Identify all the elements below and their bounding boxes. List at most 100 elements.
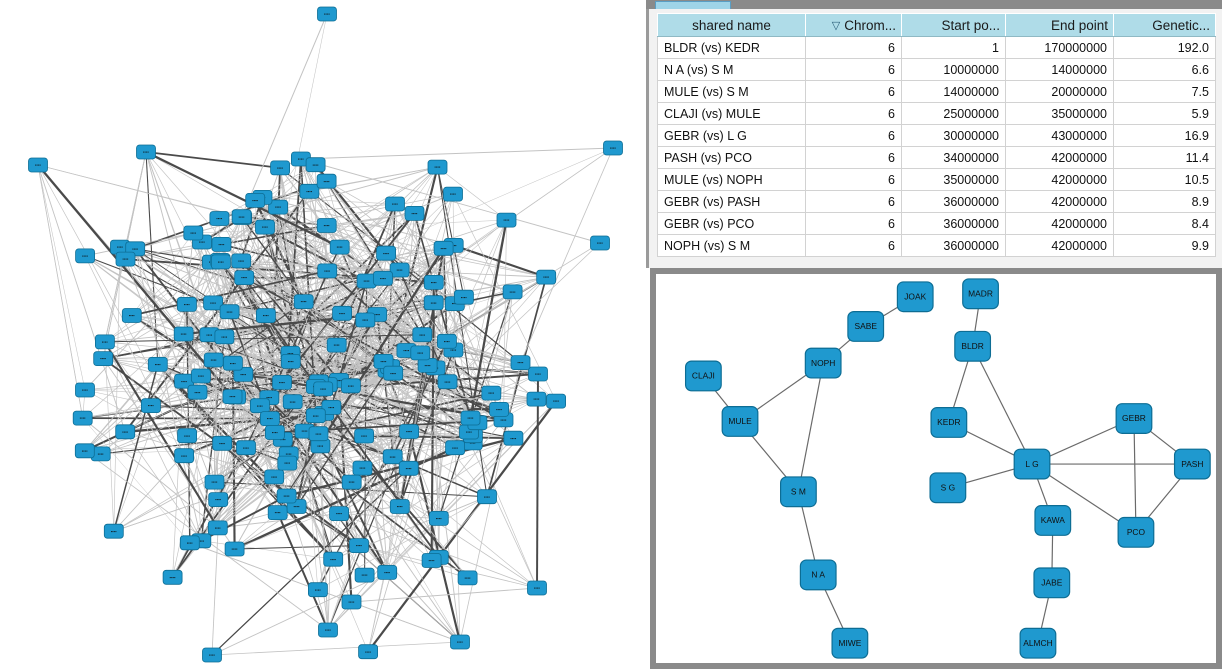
table-cell-end_point[interactable]: 42000000 <box>1005 146 1114 169</box>
table-cell-genetic[interactable]: 16.9 <box>1113 124 1216 147</box>
main-network-node[interactable]: ▪▪▪▪ <box>503 430 524 446</box>
main-network-node[interactable]: ▪▪▪▪ <box>428 510 449 526</box>
main-network-node[interactable]: ▪▪▪▪ <box>115 424 136 440</box>
main-network-edge[interactable] <box>358 545 538 589</box>
main-network-node[interactable]: ▪▪▪▪ <box>443 186 463 202</box>
main-network-node[interactable]: ▪▪▪▪ <box>316 173 337 189</box>
main-network-edge[interactable] <box>37 164 188 436</box>
main-network-node[interactable]: ▪▪▪▪ <box>354 567 375 583</box>
main-network-node[interactable]: ▪▪▪▪ <box>255 219 275 235</box>
subnetwork-node-noph[interactable]: NOPH <box>804 347 842 379</box>
main-network-node[interactable]: ▪▪▪▪ <box>211 236 232 252</box>
main-network-panel[interactable]: ▪▪▪▪ ▪▪▪▪ ▪▪▪▪ ▪▪▪▪ ▪▪▪▪ ▪▪▪▪ ▪▪▪▪ ▪▪▪▪ ▪▪▪▪ ▪▪▪▪… <box>0 0 646 669</box>
table-cell-start_point[interactable]: 30000000 <box>901 124 1006 147</box>
main-network-node[interactable]: ▪▪▪▪ <box>445 440 466 456</box>
main-network-node[interactable]: ▪▪▪▪ <box>427 159 448 175</box>
main-network-edge[interactable] <box>221 277 384 444</box>
main-network-edge[interactable] <box>113 364 159 532</box>
main-network-node[interactable]: ▪▪▪▪ <box>496 212 517 228</box>
main-network-node[interactable]: ▪▪▪▪ <box>332 305 353 321</box>
main-network-edge[interactable] <box>408 468 440 558</box>
main-network-node[interactable]: ▪▪▪▪ <box>398 460 419 476</box>
main-network-node[interactable]: ▪▪▪▪ <box>191 368 211 384</box>
main-network-node[interactable]: ▪▪▪▪ <box>174 448 195 464</box>
subnetwork-node-l-g[interactable]: L G <box>1013 448 1051 480</box>
main-network-edge[interactable] <box>296 369 389 507</box>
main-network-edge[interactable] <box>240 260 340 381</box>
main-network-node[interactable]: ▪▪▪▪ <box>489 401 510 417</box>
table-cell-chromosome[interactable]: 6 <box>805 168 902 191</box>
main-network-edge[interactable] <box>265 281 434 317</box>
table-row[interactable]: NOPH (vs) S M 6 36000000 42000000 9.9 <box>657 234 1216 257</box>
main-network-node[interactable]: ▪▪▪▪ <box>176 296 197 312</box>
main-network-edge[interactable] <box>264 226 328 272</box>
subnetwork-node-s-g[interactable]: S G <box>929 472 967 504</box>
table-cell-shared_name[interactable]: BLDR (vs) KEDR <box>657 36 806 59</box>
main-network-edge[interactable] <box>183 232 194 335</box>
subnetwork-node-claji[interactable]: CLAJI <box>684 360 722 392</box>
main-network-node[interactable]: ▪▪▪▪ <box>202 647 222 663</box>
main-network-node[interactable]: ▪▪▪▪ <box>74 443 95 459</box>
subnetwork-node-madr[interactable]: MADR <box>962 278 999 310</box>
main-network-node[interactable]: ▪▪▪▪ <box>95 334 115 350</box>
main-network-node[interactable]: ▪▪▪▪ <box>264 469 285 485</box>
main-network-edge[interactable] <box>269 418 432 561</box>
main-network-edge[interactable] <box>211 467 410 656</box>
table-row[interactable]: MULE (vs) S M 6 14000000 20000000 7.5 <box>657 80 1216 103</box>
main-network-node[interactable]: ▪▪▪▪ <box>329 506 350 522</box>
table-cell-end_point[interactable]: 42000000 <box>1005 234 1114 257</box>
main-network-node[interactable]: ▪▪▪▪ <box>277 455 298 471</box>
table-cell-chromosome[interactable]: 6 <box>805 58 902 81</box>
subnetwork-node-kedr[interactable]: KEDR <box>930 407 968 438</box>
main-network-edge[interactable] <box>221 243 328 272</box>
main-network-node[interactable]: ▪▪▪▪ <box>399 424 420 439</box>
main-network-node[interactable]: ▪▪▪▪ <box>412 327 433 343</box>
subnetwork-node-s-m[interactable]: S M <box>780 476 817 508</box>
main-network-node[interactable]: ▪▪▪▪ <box>590 235 610 251</box>
main-network-node[interactable]: ▪▪▪▪ <box>326 337 347 353</box>
table-cell-start_point[interactable]: 34000000 <box>901 146 1006 169</box>
table-cell-end_point[interactable]: 43000000 <box>1005 124 1114 147</box>
main-network-edge[interactable] <box>536 373 539 589</box>
main-network-edge[interactable] <box>119 246 214 304</box>
main-network-node[interactable]: ▪▪▪▪ <box>341 474 362 490</box>
main-network-edge[interactable] <box>104 341 202 541</box>
column-header-chromosome[interactable]: ▽ Chrom... <box>805 13 902 37</box>
main-network-edge[interactable] <box>221 442 287 497</box>
main-network-node[interactable]: ▪▪▪▪ <box>222 389 243 405</box>
main-network-edge[interactable] <box>103 341 219 529</box>
main-network-edge[interactable] <box>244 277 492 394</box>
main-network-node[interactable]: ▪▪▪▪ <box>377 565 398 580</box>
table-cell-end_point[interactable]: 42000000 <box>1005 168 1114 191</box>
main-network-edge[interactable] <box>300 147 614 160</box>
main-network-node[interactable]: ▪▪▪▪ <box>453 289 474 305</box>
table-cell-genetic[interactable]: 192.0 <box>1113 36 1216 59</box>
main-network-node[interactable]: ▪▪▪▪ <box>140 398 161 414</box>
main-network-edge[interactable] <box>362 431 470 469</box>
main-network-node[interactable]: ▪▪▪▪ <box>173 326 194 342</box>
main-network-edge[interactable] <box>221 224 327 246</box>
main-network-node[interactable]: ▪▪▪▪ <box>383 365 404 381</box>
subnetwork-node-joak[interactable]: JOAK <box>896 281 934 313</box>
main-network-edge[interactable] <box>241 216 305 302</box>
main-network-edge[interactable] <box>84 389 393 457</box>
main-network-node[interactable]: ▪▪▪▪ <box>219 304 240 320</box>
main-network-node[interactable]: ▪▪▪▪ <box>293 294 314 310</box>
subnetwork-node-n-a[interactable]: N A <box>799 559 837 591</box>
main-network-node[interactable]: ▪▪▪▪ <box>259 411 280 427</box>
main-network-node[interactable]: ▪▪▪▪ <box>481 385 502 401</box>
main-network-edge[interactable] <box>339 246 537 400</box>
main-network-node[interactable]: ▪▪▪▪ <box>305 408 326 424</box>
subnetwork-edge[interactable] <box>1133 418 1137 533</box>
main-network-node[interactable]: ▪▪▪▪ <box>460 410 481 426</box>
column-header-start-point[interactable]: Start po... <box>901 13 1006 37</box>
subnetwork-node-pash[interactable]: PASH <box>1173 448 1211 480</box>
main-network-edge[interactable] <box>309 191 340 514</box>
main-network-edge[interactable] <box>134 248 185 382</box>
main-network-edge[interactable] <box>281 302 434 383</box>
table-cell-start_point[interactable]: 36000000 <box>901 234 1006 257</box>
column-header-end-point[interactable]: End point <box>1005 13 1114 37</box>
main-network-edge[interactable] <box>265 315 421 354</box>
main-network-node[interactable]: ▪▪▪▪ <box>527 580 547 596</box>
main-network-edge[interactable] <box>220 260 233 397</box>
